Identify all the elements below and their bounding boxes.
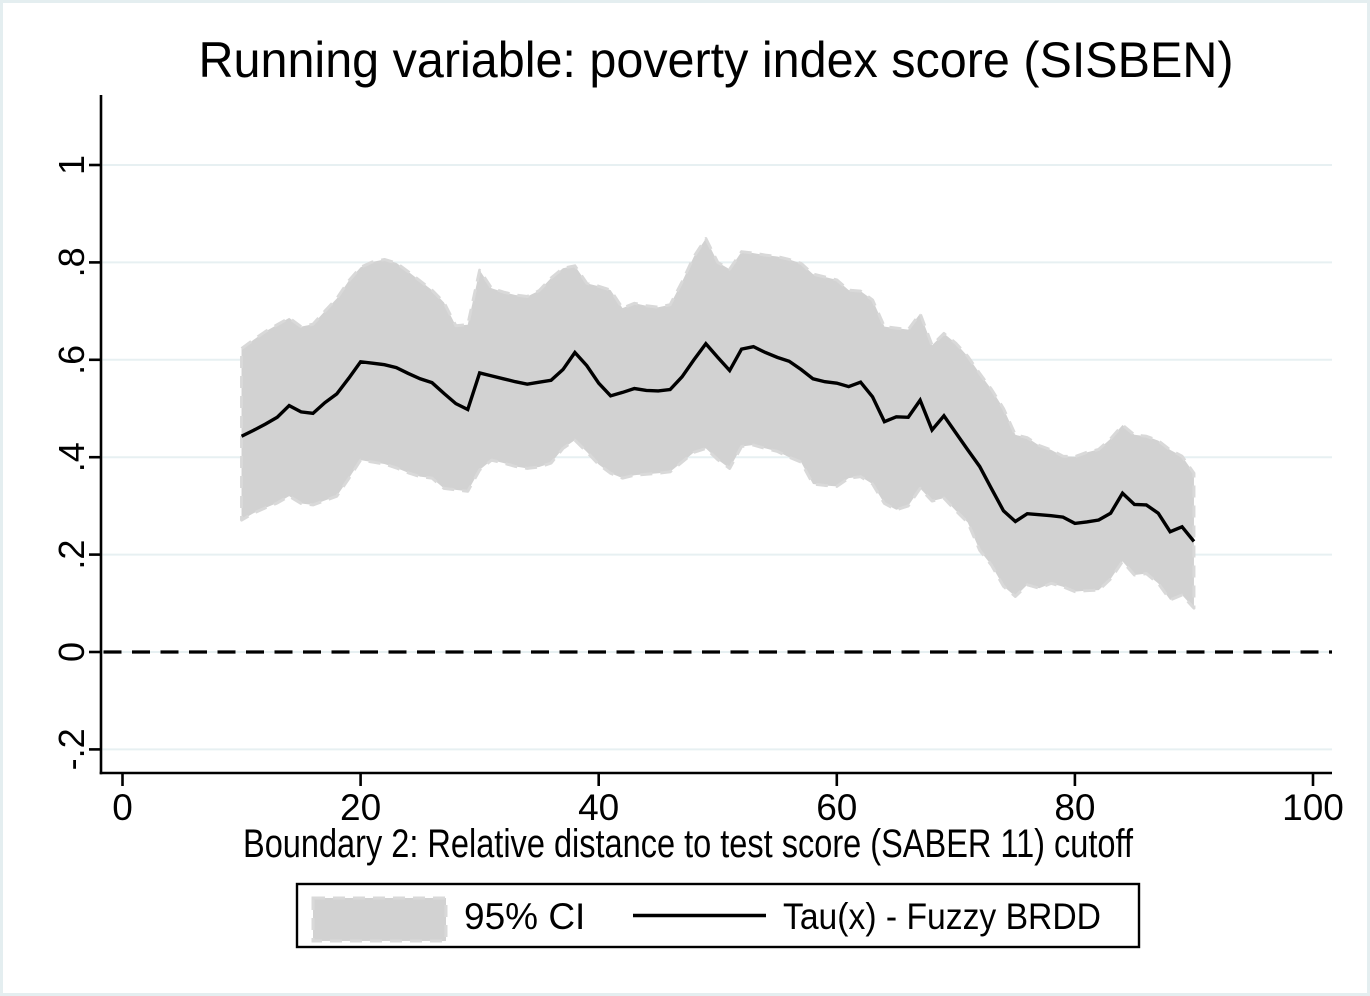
x-tick-label: 80 <box>1054 787 1095 828</box>
y-tick-label: .8 <box>51 247 92 277</box>
y-tick-label: .6 <box>51 345 92 375</box>
y-tick-label: 0 <box>51 642 92 662</box>
legend-ci-swatch <box>311 896 448 943</box>
tau-line <box>240 341 1196 543</box>
chart-title: Running variable: poverty index score (S… <box>199 32 1234 88</box>
x-tick-label: 40 <box>578 787 619 828</box>
x-axis-label: Boundary 2: Relative distance to test sc… <box>243 822 1134 866</box>
y-tick-label: 1 <box>51 155 92 175</box>
plot-area: 1 .8 .6 .4 .2 0 -.2 0 20 40 60 80 100 <box>51 155 1344 828</box>
legend-tau-label: Tau(x) - Fuzzy BRDD <box>783 896 1101 937</box>
y-tick-label: -.2 <box>51 728 92 770</box>
ci-band <box>240 237 1196 610</box>
x-tick-label: 60 <box>816 787 857 828</box>
x-tick-label: 20 <box>340 787 381 828</box>
legend: 95% CI Tau(x) - Fuzzy BRDD <box>295 882 1141 949</box>
legend-ci-label: 95% CI <box>464 896 585 937</box>
y-tick-label: .2 <box>51 540 92 570</box>
x-tick-label: 100 <box>1282 787 1344 828</box>
x-tick-label: 0 <box>112 787 133 828</box>
y-tick-label: .4 <box>51 442 92 472</box>
